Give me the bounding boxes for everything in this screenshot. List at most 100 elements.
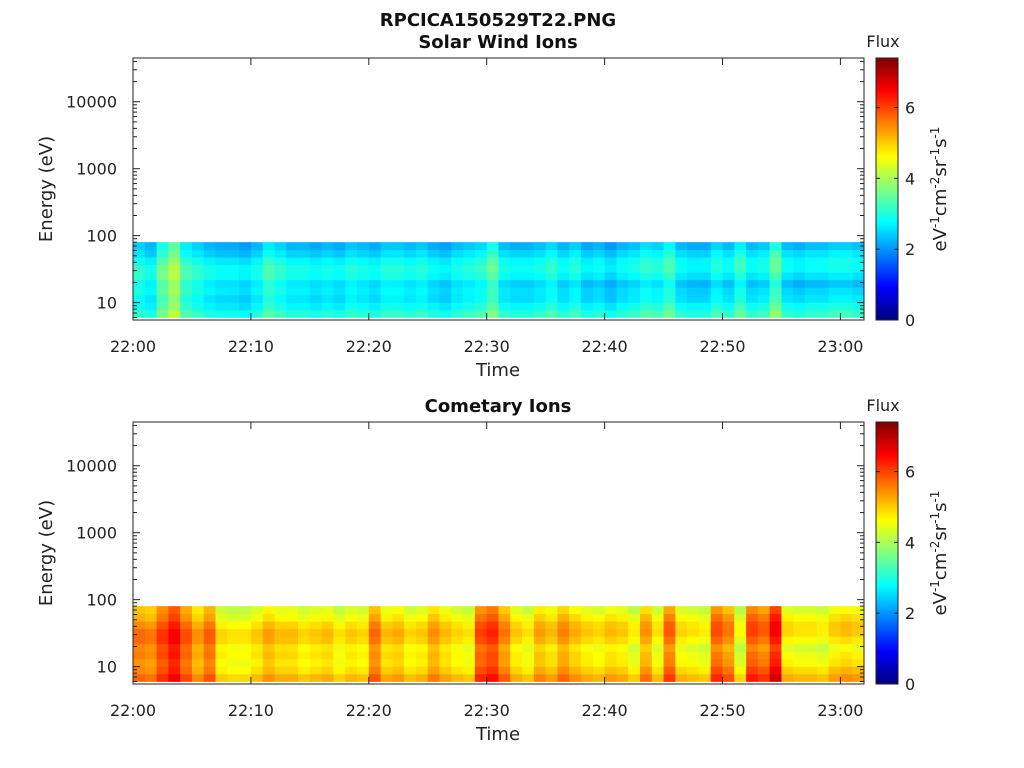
flux-cell xyxy=(757,651,771,660)
flux-cell xyxy=(698,666,712,675)
flux-cell xyxy=(463,628,476,637)
flux-cell xyxy=(675,264,688,273)
flux-cell xyxy=(852,302,865,311)
colorbar: Flux 0 2 4 6 eV-1cm-2sr-1s-1 xyxy=(866,396,951,694)
flux-cell xyxy=(710,309,723,318)
flux-cell xyxy=(144,287,157,296)
flux-cell xyxy=(663,309,676,318)
flux-cell xyxy=(274,636,287,645)
flux-cell xyxy=(451,628,464,637)
flux-cell xyxy=(486,249,499,258)
flux-cell xyxy=(368,294,381,303)
flux-cell xyxy=(769,606,782,615)
flux-cell xyxy=(639,279,653,288)
flux-cell xyxy=(722,613,735,622)
flux-cell xyxy=(392,257,405,266)
flux-cell xyxy=(191,621,205,630)
flux-cell xyxy=(581,643,594,652)
flux-cell xyxy=(734,242,747,251)
flux-cell xyxy=(262,636,275,645)
flux-cell xyxy=(439,249,452,258)
flux-cell xyxy=(274,272,287,281)
flux-cell xyxy=(698,636,712,645)
flux-cell xyxy=(168,287,181,296)
flux-cell xyxy=(333,249,346,258)
flux-cell xyxy=(557,673,570,682)
flux-cell xyxy=(203,272,216,281)
flux-cell xyxy=(687,302,700,311)
flux-cell xyxy=(368,613,381,622)
flux-cell xyxy=(180,636,193,645)
flux-cell xyxy=(781,287,794,296)
flux-cell xyxy=(557,279,570,288)
flux-cell xyxy=(805,658,818,667)
flux-cell xyxy=(828,294,841,303)
flux-cell xyxy=(710,294,723,303)
flux-cell xyxy=(486,628,499,637)
flux-cell xyxy=(816,272,830,281)
flux-cell xyxy=(427,643,440,652)
flux-cell xyxy=(628,606,641,615)
flux-cell xyxy=(522,272,535,281)
flux-cell xyxy=(357,272,370,281)
flux-cell xyxy=(852,643,865,652)
flux-cell xyxy=(427,621,440,630)
flux-cell xyxy=(840,272,853,281)
flux-cell xyxy=(250,613,264,622)
flux-cell xyxy=(604,249,617,258)
flux-cell xyxy=(816,606,830,615)
flux-cell xyxy=(180,287,193,296)
flux-cell xyxy=(250,628,264,637)
flux-cell xyxy=(415,666,429,675)
flux-cell xyxy=(781,658,794,667)
flux-cell xyxy=(828,309,841,318)
flux-cell xyxy=(357,294,370,303)
flux-cell xyxy=(168,257,181,266)
flux-cell xyxy=(616,272,629,281)
flux-cell xyxy=(852,279,865,288)
flux-cell xyxy=(793,302,806,311)
flux-cell xyxy=(533,302,547,311)
flux-cell xyxy=(191,287,205,296)
flux-cell xyxy=(427,606,440,615)
flux-cell xyxy=(286,279,299,288)
flux-cell xyxy=(687,287,700,296)
flux-cell xyxy=(734,643,747,652)
flux-cell xyxy=(581,651,594,660)
flux-cell xyxy=(639,658,653,667)
flux-cell xyxy=(333,651,346,660)
colorbar-tick-label: 0 xyxy=(905,675,915,694)
flux-cell xyxy=(144,613,157,622)
flux-cell xyxy=(357,249,370,258)
flux-cell xyxy=(250,636,264,645)
flux-cell xyxy=(840,606,853,615)
flux-cell xyxy=(262,242,275,251)
flux-cell xyxy=(144,279,157,288)
flux-cell xyxy=(710,302,723,311)
flux-cell xyxy=(203,242,216,251)
flux-cell xyxy=(628,628,641,637)
flux-cell xyxy=(698,302,712,311)
flux-cell xyxy=(816,287,830,296)
flux-cell xyxy=(533,658,547,667)
flux-cell xyxy=(404,279,417,288)
flux-cell xyxy=(368,643,381,652)
flux-cell xyxy=(687,666,700,675)
flux-cell xyxy=(227,636,240,645)
x-axis-label: Time xyxy=(475,724,520,745)
flux-cell xyxy=(227,257,240,266)
flux-cell xyxy=(816,257,830,266)
flux-cell xyxy=(498,673,511,682)
flux-cell xyxy=(793,666,806,675)
flux-cell xyxy=(333,613,346,622)
flux-cell xyxy=(734,264,747,273)
flux-cell xyxy=(628,309,641,318)
flux-cell xyxy=(734,621,747,630)
flux-cell xyxy=(816,628,830,637)
flux-cell xyxy=(840,279,853,288)
flux-cell xyxy=(545,666,558,675)
flux-cell xyxy=(757,666,771,675)
flux-cell xyxy=(345,606,358,615)
flux-cell xyxy=(510,613,523,622)
flux-cell xyxy=(451,272,464,281)
